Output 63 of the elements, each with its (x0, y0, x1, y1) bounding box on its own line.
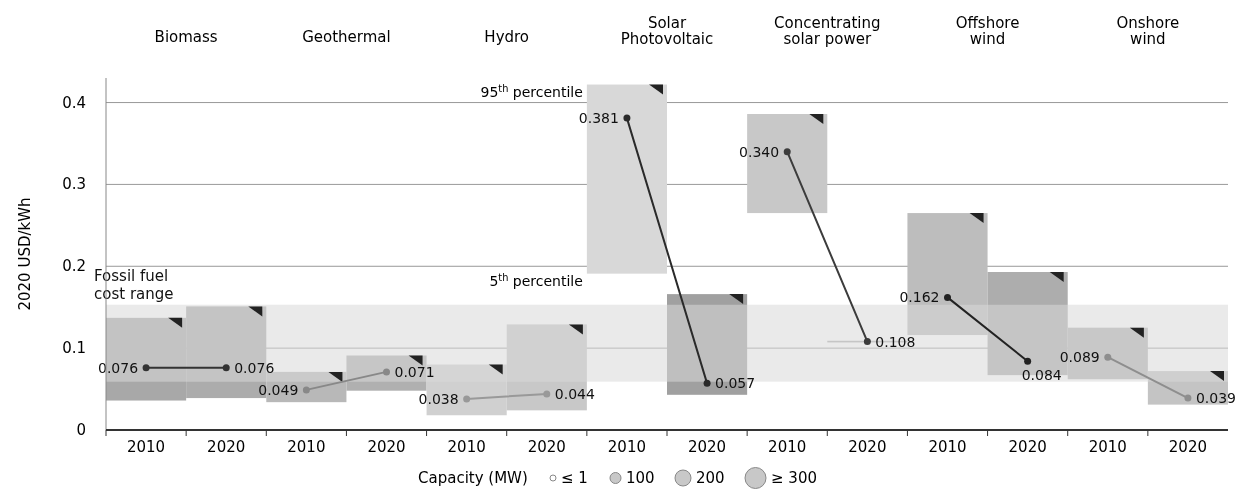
x-tick-label: 2020 (848, 438, 887, 456)
data-label: 0.076 (234, 359, 275, 376)
x-tick-label: 2010 (928, 438, 967, 456)
y-tick-label: 0 (76, 421, 86, 439)
x-tick-label: 2020 (687, 438, 727, 456)
text: Biomass (154, 28, 218, 46)
text: ≥ 300 (771, 469, 817, 487)
text: 200 (696, 469, 725, 487)
point (863, 338, 871, 346)
data-label: 0.089 (1059, 349, 1100, 366)
x-tick-label: 2010 (447, 438, 486, 456)
data-label: 0.108 (875, 333, 916, 350)
y-tick-label: 0.4 (62, 93, 86, 112)
point (623, 114, 631, 122)
data-label: 0.038 (418, 390, 459, 407)
text: Offshore wind (955, 14, 1020, 48)
x-tick-label: 2010 (768, 438, 807, 456)
data-label: 0.076 (97, 359, 139, 376)
x-tick-label: 2020 (207, 438, 246, 456)
point (222, 364, 230, 372)
text: Solar Photovoltaic (620, 14, 714, 48)
text: Hydro (484, 28, 530, 46)
x-tick-label: 2020 (527, 438, 566, 456)
text: 100 (626, 469, 655, 487)
data-label: 0.044 (554, 385, 595, 402)
data-label: 0.381 (578, 110, 619, 127)
point (543, 390, 551, 398)
point (783, 148, 791, 156)
data-label: 0.057 (715, 375, 756, 392)
point (302, 386, 310, 394)
x-tick-label: 2020 (1008, 438, 1047, 456)
y-tick-label: 0.2 (62, 257, 86, 276)
legend-title: Capacity (MW) (418, 469, 528, 487)
x-tick-label: 2010 (607, 438, 647, 456)
point (463, 395, 471, 403)
x-tick-label: 2010 (126, 438, 166, 456)
y-tick-label: 0.1 (62, 339, 86, 358)
point (142, 364, 150, 372)
text: Onshore wind (1116, 14, 1180, 48)
annotation: 5$^{th}$ percentile (489, 271, 583, 289)
data-label: 0.162 (899, 289, 940, 306)
data-label: 0.039 (1195, 390, 1237, 407)
x-tick-label: 2010 (1088, 438, 1127, 456)
text: Concentrating solar power (774, 14, 881, 48)
band-label: Fossil fuel cost range (94, 266, 174, 303)
data-label: 0.084 (1021, 367, 1062, 384)
x-tick-label: 2020 (367, 438, 406, 456)
data-label: 0.071 (394, 363, 435, 380)
point (703, 379, 711, 387)
point (1104, 353, 1112, 361)
data-label: 0.340 (739, 143, 780, 160)
x-tick-label: 2010 (287, 438, 326, 456)
text: Geothermal (302, 28, 391, 46)
point (1184, 394, 1192, 402)
y-axis-title: 2020 USD/kWh (16, 197, 34, 311)
point (1024, 357, 1032, 365)
point (383, 368, 390, 376)
data-label: 0.049 (258, 381, 299, 398)
x-tick-label: 2020 (1168, 438, 1208, 456)
annotation: 95$^{th}$ percentile (480, 82, 583, 100)
text: ≤ 1 (561, 469, 588, 487)
point (944, 293, 951, 301)
y-tick-label: 0.3 (62, 175, 86, 194)
